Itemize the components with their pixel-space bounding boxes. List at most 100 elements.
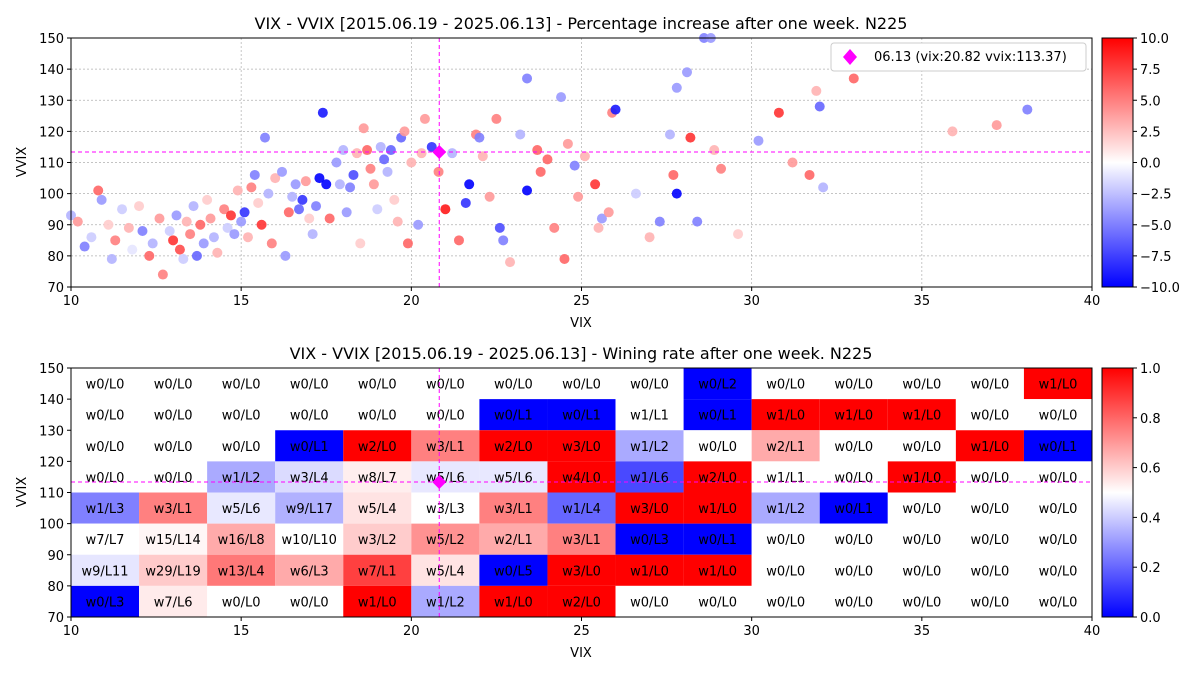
heatmap-cell — [683, 585, 752, 617]
scatter-point — [246, 182, 257, 193]
heatmap-cell-label: w1/L0 — [358, 595, 397, 610]
heatmap-cell-label: w0/L0 — [971, 471, 1010, 486]
heatmap-cell — [547, 585, 616, 617]
scatter-colorbar-tick-label: 0.0 — [1140, 157, 1161, 172]
heatmap-cell-label: w2/L1 — [766, 440, 805, 455]
scatter-point — [368, 179, 379, 190]
heatmap-cell-label: w0/L0 — [426, 378, 465, 393]
heatmap-colorbar-tick-label: 0.6 — [1140, 462, 1161, 477]
heatmap-cell-label: w0/L0 — [1039, 471, 1078, 486]
heatmap-cell — [751, 368, 820, 400]
heatmap-cell-label: w0/L0 — [971, 409, 1010, 424]
scatter-x-ticks: 10 15 20 25 30 35 40 — [63, 287, 1100, 309]
heatmap-cell-label: w0/L0 — [766, 564, 805, 579]
heatmap-cell — [207, 430, 276, 462]
scatter-point — [195, 219, 206, 230]
heatmap-cell — [139, 399, 208, 431]
heatmap-cell — [955, 399, 1024, 431]
scatter-point — [654, 216, 665, 227]
scatter-point — [447, 148, 458, 159]
heatmap-cell-label: w0/L0 — [902, 378, 941, 393]
heatmap-cell-label: w5/L4 — [426, 564, 465, 579]
scatter-point — [709, 145, 720, 156]
heatmap-x-tick-label: 35 — [914, 624, 931, 639]
scatter-colorbar-tick-label: −2.5 — [1140, 188, 1172, 203]
scatter-y-tick-label: 70 — [47, 281, 64, 296]
heatmap-cell-label: w0/L1 — [698, 409, 737, 424]
heatmap-cell-label: w0/L0 — [766, 378, 805, 393]
heatmap-cell — [71, 430, 140, 462]
scatter-point — [549, 222, 560, 233]
scatter-grid — [70, 37, 1093, 288]
scatter-y-tick-label: 80 — [47, 250, 64, 265]
scatter-point — [532, 145, 543, 156]
scatter-y-tick-label: 100 — [39, 188, 64, 203]
heatmap-cell — [751, 492, 820, 524]
heatmap-cell — [615, 492, 684, 524]
heatmap-cell-label: w0/L0 — [86, 440, 125, 455]
scatter-point — [644, 232, 655, 243]
heatmap-cell — [887, 368, 956, 400]
heatmap-cell — [887, 461, 956, 493]
heatmap-cell-label: w0/L0 — [1039, 533, 1078, 548]
scatter-point — [804, 169, 815, 180]
scatter-point — [86, 232, 97, 243]
heatmap-cell-label: w0/L0 — [698, 440, 737, 455]
heatmap-cell — [139, 492, 208, 524]
heatmap-cell — [411, 368, 480, 400]
scatter-point — [573, 191, 584, 202]
heatmap-x-tick-label: 25 — [573, 624, 590, 639]
scatter-point — [559, 253, 570, 264]
heatmap-cell-label: w3/L1 — [562, 533, 601, 548]
heatmap-cell-label: w9/L11 — [81, 564, 128, 579]
scatter-point — [692, 216, 703, 227]
heatmap-cell — [547, 461, 616, 493]
heatmap-cell-label: w0/L0 — [222, 595, 261, 610]
heatmap-cell — [1023, 554, 1092, 586]
heatmap-cell-label: w0/L0 — [154, 378, 193, 393]
scatter-y-axis-label: VVIX — [15, 147, 30, 178]
scatter-point — [277, 166, 288, 177]
scatter-point — [280, 250, 291, 261]
heatmap-cell — [343, 430, 412, 462]
scatter-chart: VIX - VVIX [2015.06.19 - 2025.06.13] - P… — [15, 14, 1180, 331]
heatmap-cell-label: w0/L0 — [902, 595, 941, 610]
heatmap-cell-label: w0/L0 — [358, 378, 397, 393]
scatter-colorbar-tick-label: −7.5 — [1140, 250, 1172, 265]
heatmap-cell-label: w5/L6 — [426, 471, 465, 486]
scatter-point — [947, 126, 958, 137]
heatmap-cell — [207, 554, 276, 586]
heatmap-cell-label: w5/L2 — [426, 533, 465, 548]
scatter-point — [178, 253, 189, 264]
heatmap-cell — [71, 523, 140, 555]
heatmap-cell-label: w1/L6 — [630, 471, 669, 486]
scatter-point — [297, 194, 308, 205]
heatmap-cell-label: w0/L1 — [698, 533, 737, 548]
heatmap-cell-label: w0/L0 — [154, 471, 193, 486]
heatmap-y-ticks: 70 80 90 100 110 120 130 140 150 — [39, 362, 71, 626]
heatmap-cell — [819, 585, 888, 617]
scatter-point — [110, 235, 121, 246]
scatter-y-tick-label: 130 — [39, 94, 64, 109]
heatmap-cell — [139, 430, 208, 462]
heatmap-cell — [479, 368, 548, 400]
scatter-point — [399, 126, 410, 137]
heatmap-cell — [1023, 585, 1092, 617]
heatmap-cell — [275, 523, 344, 555]
heatmap-cell-label: w1/L2 — [426, 595, 465, 610]
scatter-point — [79, 241, 90, 252]
scatter-point — [304, 213, 315, 224]
heatmap-cell — [819, 461, 888, 493]
heatmap-cell-label: w3/L3 — [426, 502, 465, 517]
heatmap-cell — [819, 554, 888, 586]
heatmap-cell — [547, 554, 616, 586]
scatter-y-tick-label: 120 — [39, 125, 64, 140]
scatter-point — [338, 145, 349, 156]
heatmap-cell-label: w2/L1 — [494, 533, 533, 548]
heatmap-cell-label: w1/L1 — [630, 409, 669, 424]
scatter-x-tick-label: 35 — [914, 294, 931, 309]
heatmap-cell-label: w0/L0 — [971, 502, 1010, 517]
heatmap-cell — [1023, 430, 1092, 462]
scatter-point — [464, 179, 475, 190]
heatmap-cell — [479, 523, 548, 555]
